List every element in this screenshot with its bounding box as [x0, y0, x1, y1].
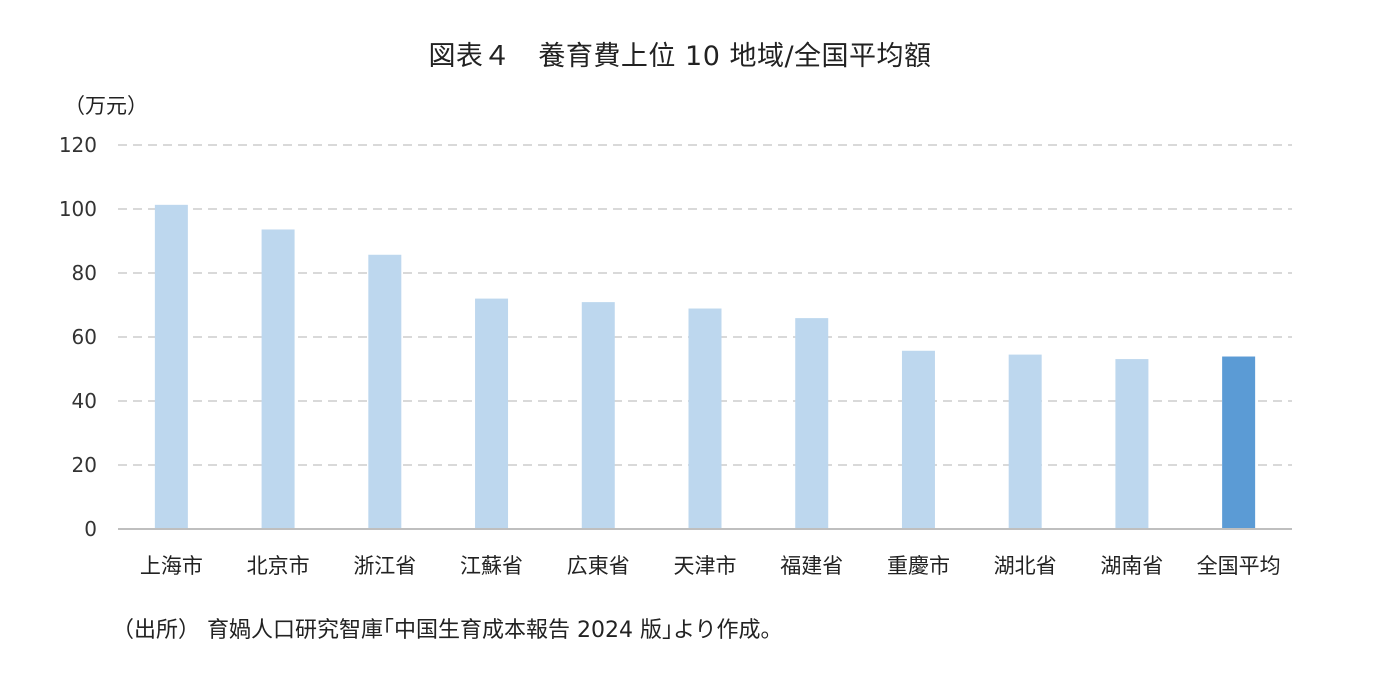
x-category-label: 広東省 [567, 554, 630, 578]
bars [154, 204, 1256, 530]
y-tick-label: 60 [72, 325, 97, 349]
x-category-label: 江蘇省 [460, 554, 523, 578]
bar [688, 308, 722, 529]
chart-title: 図表４ 養育費上位 10 地域/全国平均額 [428, 41, 932, 72]
y-tick-label: 40 [72, 389, 97, 413]
x-category-label: 上海市 [140, 554, 203, 578]
y-tick-label: 0 [84, 517, 97, 541]
x-category-label: 湖南省 [1100, 554, 1163, 578]
bar [581, 302, 615, 529]
bar [795, 318, 829, 529]
y-axis-ticks: 0 20 40 60 80 100 120 [59, 133, 97, 541]
x-category-label: 湖北省 [994, 554, 1057, 578]
x-category-label: 福建省 [780, 554, 843, 578]
x-axis-category-labels: 上海市 北京市 浙江省 江蘇省 広東省 天津市 福建省 重慶市 湖北省 湖南省 全国平均 [140, 554, 1281, 578]
y-tick-label: 120 [59, 133, 97, 157]
source-note: （出所） 育媧人口研究智庫｢中国生育成本報告 2024 版｣より作成。 [112, 618, 783, 643]
bar [475, 298, 509, 529]
x-category-label: 全国平均 [1197, 554, 1281, 578]
x-category-label: 北京市 [247, 554, 310, 578]
bar [1115, 359, 1149, 529]
x-category-label: 重慶市 [887, 554, 950, 578]
bar [1008, 354, 1042, 529]
bar [261, 229, 295, 530]
bar [901, 350, 935, 529]
x-category-label: 天津市 [674, 554, 737, 578]
x-category-label: 浙江省 [353, 554, 416, 578]
bar [154, 204, 188, 529]
bar-national-average [1222, 356, 1256, 529]
y-axis-unit-label: （万元） [64, 94, 148, 118]
bar [368, 254, 402, 529]
y-tick-label: 100 [59, 197, 97, 221]
y-tick-label: 80 [72, 261, 97, 285]
y-tick-label: 20 [72, 453, 97, 477]
